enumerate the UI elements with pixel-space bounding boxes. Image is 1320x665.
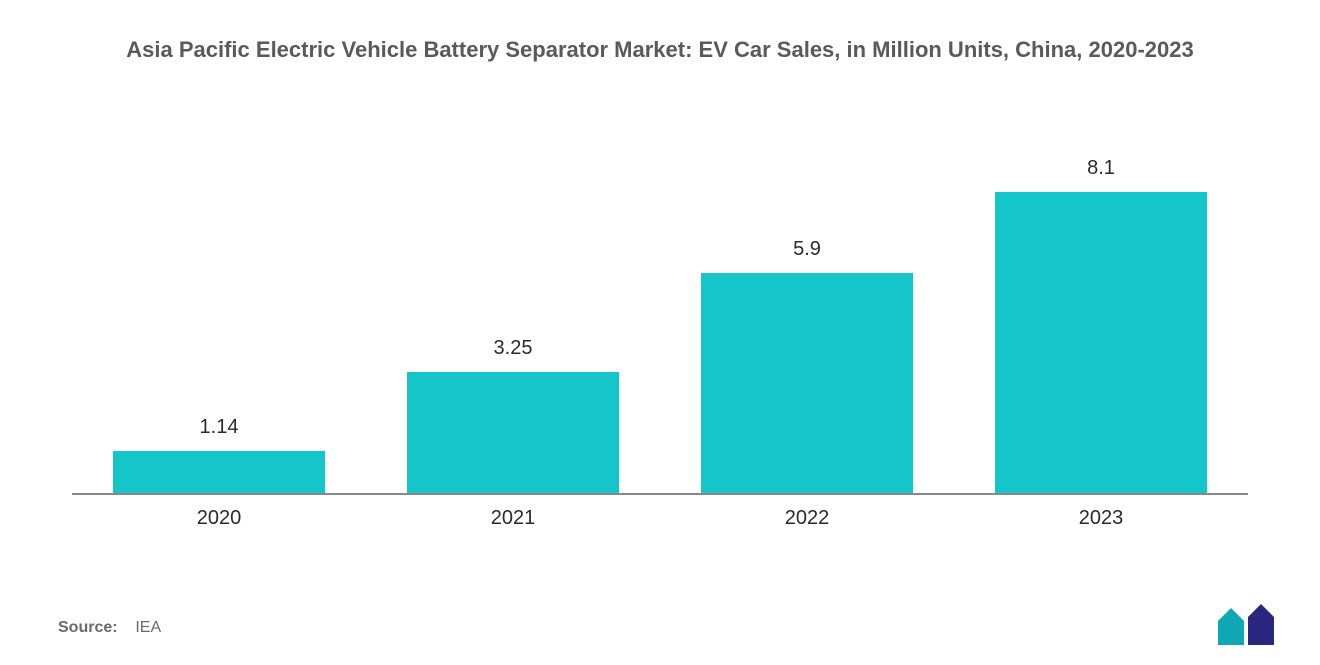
bar: [995, 192, 1207, 494]
bar-slot: 8.1: [954, 157, 1248, 494]
x-axis-labels: 2020 2021 2022 2023: [72, 507, 1248, 537]
logo-bar-2: [1248, 604, 1274, 645]
bar-slot: 3.25: [366, 337, 660, 493]
bar-slot: 1.14: [72, 416, 366, 493]
bar: [113, 451, 325, 493]
bar-slot: 5.9: [660, 238, 954, 493]
x-axis-label: 2021: [366, 507, 660, 530]
logo-bar-1: [1218, 608, 1244, 645]
bar-value-label: 3.25: [494, 337, 533, 360]
bar: [407, 372, 619, 493]
bar-chart: 1.14 3.25 5.9 8.1 2020 2021 2022 2023: [72, 160, 1248, 525]
source-label: Source:: [58, 619, 118, 636]
source-attribution: Source: IEA: [58, 619, 161, 637]
bar-value-label: 5.9: [793, 238, 821, 261]
brand-logo-icon: [1218, 603, 1284, 645]
bar-value-label: 1.14: [200, 416, 239, 439]
plot-area: 1.14 3.25 5.9 8.1: [72, 160, 1248, 495]
source-text: IEA: [135, 619, 161, 636]
chart-title: Asia Pacific Electric Vehicle Battery Se…: [0, 0, 1320, 65]
x-axis-label: 2022: [660, 507, 954, 530]
bar-value-label: 8.1: [1087, 157, 1115, 180]
bar: [701, 273, 913, 493]
x-axis-label: 2020: [72, 507, 366, 530]
x-axis-label: 2023: [954, 507, 1248, 530]
